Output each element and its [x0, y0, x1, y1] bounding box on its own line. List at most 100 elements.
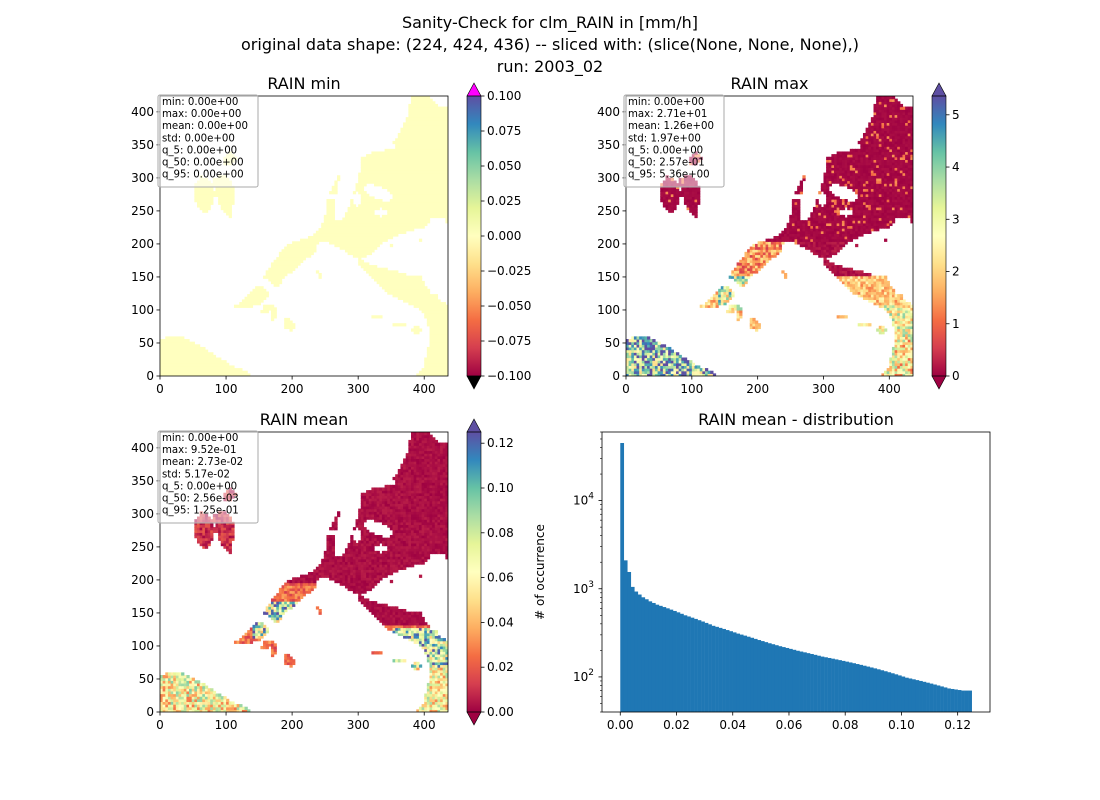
colorbar-tick-label: 0.025 [487, 194, 521, 208]
histogram-bar [637, 594, 642, 712]
y-tick-label: 350 [131, 138, 154, 152]
stats-line: q_5: 0.00e+00 [162, 145, 237, 156]
histogram-bar [785, 647, 790, 712]
y-tick-label: 150 [131, 606, 154, 620]
stats-line: max: 2.71e+01 [628, 109, 707, 120]
colorbar-tick-label: 0.00 [487, 705, 514, 719]
colorbar-gradient [932, 96, 946, 376]
y-tick-label: 102 [573, 668, 594, 684]
colorbar-frame [466, 431, 482, 713]
y-tick-label: 0 [612, 369, 620, 383]
x-tick-label: 400 [413, 382, 436, 396]
histogram-bar [648, 601, 653, 712]
stats-line: mean: 2.73e-02 [162, 457, 243, 468]
histogram-bar [729, 631, 733, 712]
stats-line: max: 0.00e+00 [162, 109, 241, 120]
colorbar-extend-under [466, 711, 482, 726]
x-tick-label: 0.06 [776, 718, 803, 732]
histogram-bar [662, 607, 667, 712]
axes-frame [601, 431, 991, 713]
y-tick-label: 50 [139, 336, 154, 350]
x-tick-label: 0.02 [663, 718, 690, 732]
heatmap-image [626, 96, 913, 376]
colorbar-extend-over [466, 418, 482, 433]
y-tick-label: 350 [597, 138, 620, 152]
panel-title: RAIN mean [260, 410, 349, 429]
suptitle-line-1: Sanity-Check for clm_RAIN in [mm/h] [401, 13, 699, 32]
histogram-bar [722, 628, 726, 712]
colorbar-tick-label: −0.025 [487, 264, 531, 278]
colorbar-tick-label: 0.04 [487, 615, 514, 629]
histogram-bar [757, 640, 762, 712]
colorbar-extend-under [931, 375, 947, 390]
histogram-bar [883, 671, 888, 712]
x-tick-label: 0.10 [888, 718, 915, 732]
histogram-bar [697, 620, 702, 712]
histogram-bar [964, 690, 969, 712]
heatmap-image [160, 96, 448, 376]
y-tick-label: 400 [131, 441, 154, 455]
histogram-bar [708, 624, 712, 712]
histogram-bar [897, 675, 902, 712]
colorbar-tick-label: 0.12 [487, 436, 514, 450]
y-tick-label: 350 [131, 474, 154, 488]
colorbar-tick-label: 0.100 [487, 89, 521, 103]
histogram-bar [957, 690, 962, 712]
histogram-bar [926, 682, 930, 712]
y-tick-label: 300 [131, 507, 154, 521]
colorbar: 0 1 2 3 4 5 [931, 82, 960, 390]
histogram-bar [781, 647, 786, 712]
colorbar: −0.100 −0.075 −0.050 −0.025 0.000 0.025 0.050 0… [466, 82, 531, 390]
y-tick-label: 0 [146, 705, 154, 719]
histogram-bar [718, 627, 723, 712]
stats-line: std: 1.97e+00 [628, 133, 701, 144]
y-tick-label: 104 [573, 492, 594, 508]
colorbar-gradient [467, 96, 481, 376]
histogram-bar [940, 686, 944, 712]
y-tick-label: 200 [597, 237, 620, 251]
histogram-bar [672, 610, 677, 712]
histogram-bar [968, 690, 972, 712]
histogram-bar [954, 689, 958, 712]
histogram-bar [669, 609, 674, 712]
axes-frame [625, 95, 914, 377]
colorbar-tick-label: 3 [952, 212, 960, 226]
x-tick-label: 300 [347, 382, 370, 396]
y-tick-label: 100 [131, 303, 154, 317]
x-tick-label: 300 [812, 382, 835, 396]
histogram-bar [855, 664, 860, 712]
y-tick-label: 100 [131, 639, 154, 653]
colorbar-tick-label: −0.100 [487, 369, 531, 383]
x-tick-label: 400 [413, 718, 436, 732]
histogram-bar [680, 613, 684, 712]
stats-line: q_95: 1.25e-01 [162, 506, 239, 517]
histogram-bar [750, 637, 755, 712]
colorbar-extend-under [466, 375, 482, 390]
histogram-bar [813, 654, 818, 712]
x-tick-label: 0.12 [944, 718, 971, 732]
histogram-bar [838, 660, 842, 712]
histogram-bar [827, 657, 832, 712]
histogram-bar [634, 591, 639, 712]
histogram-bar [739, 634, 744, 712]
histogram-bar [690, 617, 695, 712]
y-axis-label: # of occurrence [533, 524, 547, 620]
histogram-bar [704, 622, 709, 712]
x-tick-label: 100 [215, 382, 238, 396]
histogram-bar [950, 688, 955, 712]
histogram-bar [919, 680, 923, 712]
histogram-bar [873, 668, 878, 712]
histogram-bar [936, 685, 941, 712]
x-tick-label: 0 [622, 382, 630, 396]
y-tick-label: 103 [573, 580, 594, 596]
stats-line: min: 0.00e+00 [162, 97, 238, 108]
heatmap-panel-0: 0 100 200 300 400 0 50 100 150 200 250 300 350 400 RAI… [131, 74, 531, 396]
colorbar-tick-label: 0.000 [487, 229, 521, 243]
histogram-bar [771, 644, 776, 712]
histogram-bar [817, 655, 821, 712]
histogram-bar [894, 674, 899, 712]
y-tick-label: 250 [131, 540, 154, 554]
histogram-bar [644, 599, 649, 712]
histogram-bar [623, 560, 628, 712]
